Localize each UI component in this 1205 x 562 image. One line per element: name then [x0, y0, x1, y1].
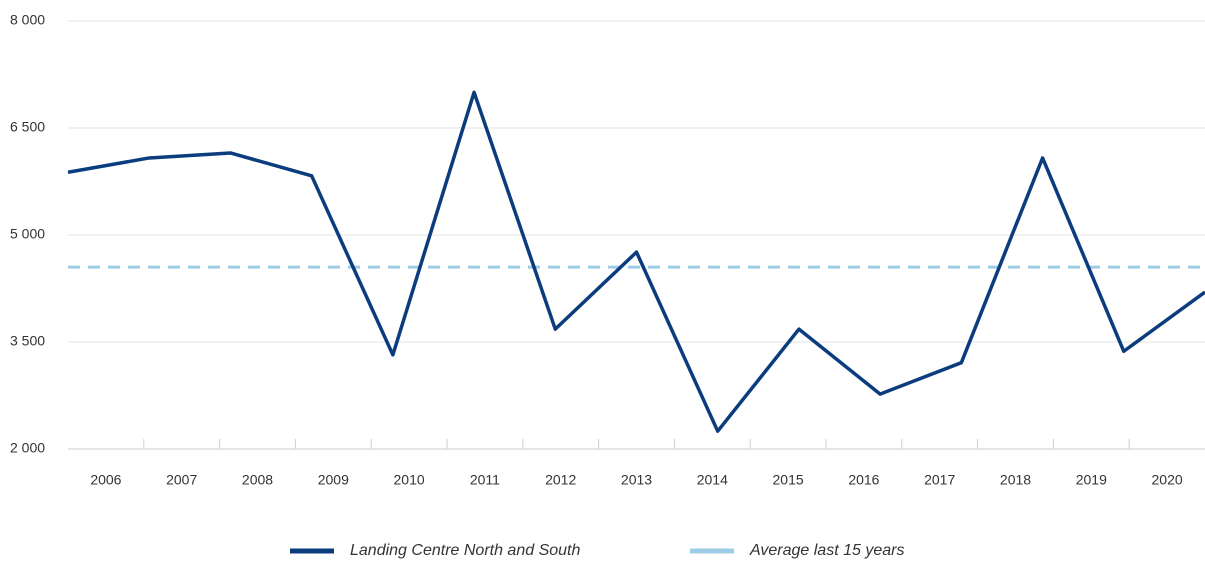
line-series [67, 90, 1205, 433]
y-tick-label: 6 500 [10, 119, 45, 135]
x-tick-label: 2012 [545, 472, 576, 488]
x-tick-label: 2016 [848, 472, 879, 488]
x-tick-label: 2017 [924, 472, 955, 488]
x-tick-label: 2018 [1000, 472, 1031, 488]
x-tick-label: 2008 [242, 472, 273, 488]
y-tick-label: 3 500 [10, 333, 45, 349]
x-tick-label: 2007 [166, 472, 197, 488]
x-tick-label: 2010 [394, 472, 425, 488]
legend-label: Landing Centre North and South [350, 542, 580, 559]
y-tick-label: 8 000 [10, 12, 45, 28]
legend-label: Average last 15 years [749, 542, 904, 559]
y-tick-label: 2 000 [10, 440, 45, 456]
x-tick-label: 2020 [1152, 472, 1183, 488]
x-tick-label: 2014 [697, 472, 728, 488]
x-tick-label: 2015 [773, 472, 804, 488]
y-tick-label: 5 000 [10, 226, 45, 242]
x-tick-label: 2019 [1076, 472, 1107, 488]
x-tick-label: 2013 [621, 472, 652, 488]
x-tick-label: 2006 [90, 472, 121, 488]
x-tick-label: 2011 [470, 472, 500, 488]
x-tick-label: 2009 [318, 472, 349, 488]
